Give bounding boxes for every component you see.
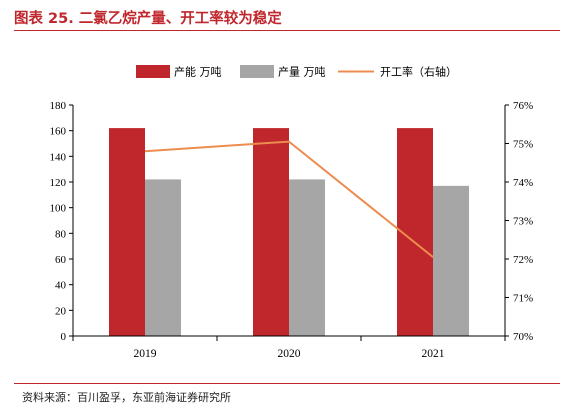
utilization-polyline	[144, 140, 434, 258]
right-tick-label: 72%	[513, 254, 533, 266]
right-tick-label: 74%	[513, 177, 533, 189]
bar-production-2020	[289, 179, 325, 336]
bar-capacity-2019	[109, 128, 145, 336]
right-tick-label: 70%	[513, 331, 533, 343]
bar-capacity-2020	[253, 128, 289, 336]
x-tick-label-2020: 2020	[278, 348, 301, 360]
utilization-line	[144, 140, 434, 258]
legend: 产能 万吨 产量 万吨 开工率（右轴）	[136, 65, 457, 79]
x-tick-label-2021: 2021	[422, 348, 445, 360]
right-tick-label: 75%	[513, 139, 533, 151]
right-tick-label: 76%	[513, 100, 533, 112]
bars	[109, 128, 469, 336]
legend-label-capacity: 产能 万吨	[174, 65, 222, 79]
left-tick-label: 0	[61, 331, 67, 343]
left-tick-label: 40	[55, 280, 67, 292]
left-tick-label: 160	[50, 126, 67, 138]
title-bar: 图表 25. 二氯乙烷产量、开工率较为稳定	[14, 4, 560, 31]
legend-label-production: 产量 万吨	[278, 65, 326, 79]
left-tick-label: 140	[50, 151, 67, 163]
left-tick-label: 180	[50, 100, 67, 112]
chart-title: 图表 25. 二氯乙烷产量、开工率较为稳定	[14, 11, 282, 27]
left-tick-label: 100	[50, 203, 67, 215]
x-tick-label-2019: 2019	[134, 348, 157, 360]
legend-swatch-production	[240, 65, 274, 78]
bar-production-2019	[145, 179, 181, 336]
source-divider	[14, 383, 560, 384]
right-axis: 70% 71% 72% 73% 74% 75% 76%	[504, 100, 533, 343]
left-tick-label: 60	[55, 254, 67, 266]
legend-swatch-capacity	[136, 65, 170, 78]
left-tick-label: 120	[50, 177, 67, 189]
left-tick-label: 20	[55, 305, 67, 317]
left-axis: 0 20 40 60 80 100 120 140 160 180	[50, 100, 74, 343]
right-tick-label: 71%	[513, 293, 533, 305]
left-tick-label: 80	[55, 228, 67, 240]
bar-production-2021	[433, 185, 469, 336]
legend-label-utilization: 开工率（右轴）	[380, 65, 457, 79]
x-axis: 2019 2020 2021	[72, 335, 506, 360]
source-note: 资料来源：百川盈孚，东亚前海证券研究所	[22, 391, 231, 404]
right-tick-label: 73%	[513, 216, 533, 228]
